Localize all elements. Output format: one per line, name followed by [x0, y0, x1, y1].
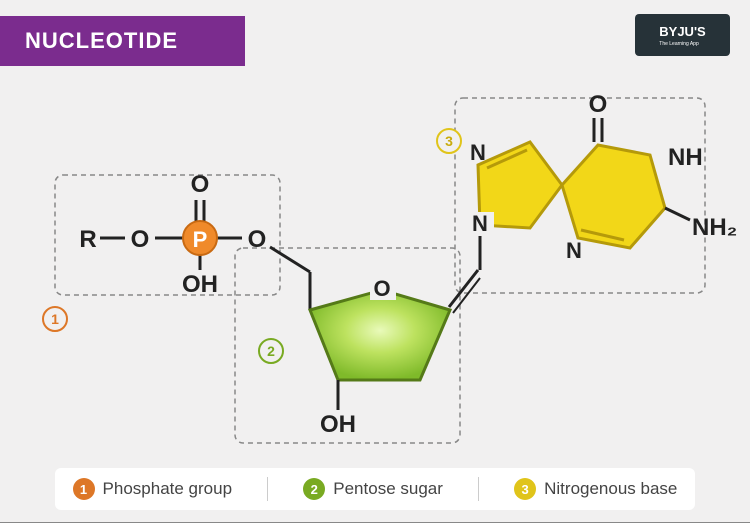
legend-item-1: 1 Phosphate group — [73, 478, 233, 500]
legend-item-2: 2 Pentose sugar — [303, 478, 443, 500]
atom-OH2: OH — [320, 411, 356, 438]
logo-brand: BYJU'S — [659, 24, 705, 39]
legend-badge-1: 1 — [73, 478, 95, 500]
logo-tagline: The Learning App — [659, 41, 705, 47]
legend-bar: 1 Phosphate group 2 Pentose sugar 3 Nitr… — [55, 468, 695, 510]
atom-Osugar: O — [373, 276, 390, 301]
bond — [665, 208, 690, 220]
bond — [449, 270, 478, 307]
legend-item-3: 3 Nitrogenous base — [514, 478, 677, 500]
atom-Odbl: O — [589, 91, 608, 118]
legend-label-2: Pentose sugar — [333, 479, 443, 499]
title-text: NUCLEOTIDE — [25, 28, 178, 54]
molecule-svg: P R O O O OH O — [0, 80, 750, 460]
atom-R: R — [79, 226, 96, 253]
pentose-ring — [310, 290, 450, 380]
marker-2: 2 — [258, 338, 284, 364]
atom-NH2: NH₂ — [692, 214, 737, 241]
atom-N2: N — [566, 238, 582, 263]
legend-badge-2: 2 — [303, 478, 325, 500]
brand-logo: BYJU'S The Learning App — [635, 14, 730, 56]
atom-O2: O — [191, 171, 210, 198]
legend-sep — [267, 477, 268, 501]
legend-badge-3: 3 — [514, 478, 536, 500]
atom-P: P — [193, 227, 208, 252]
marker-3: 3 — [436, 128, 462, 154]
atom-N1: N — [470, 140, 486, 165]
base-ring6 — [562, 145, 665, 248]
legend-sep — [478, 477, 479, 501]
nucleotide-diagram: P R O O O OH O — [0, 80, 750, 460]
atom-NH: NH — [668, 144, 703, 171]
atom-O3: O — [248, 226, 267, 253]
atom-OH1: OH — [182, 271, 218, 298]
canvas: NUCLEOTIDE BYJU'S The Learning App P — [0, 0, 750, 523]
title-bar: NUCLEOTIDE — [0, 16, 245, 66]
legend-label-3: Nitrogenous base — [544, 479, 677, 499]
atom-N: N — [472, 211, 488, 236]
atom-O1: O — [131, 226, 150, 253]
marker-1: 1 — [42, 306, 68, 332]
bond — [270, 247, 310, 272]
legend-label-1: Phosphate group — [103, 479, 233, 499]
